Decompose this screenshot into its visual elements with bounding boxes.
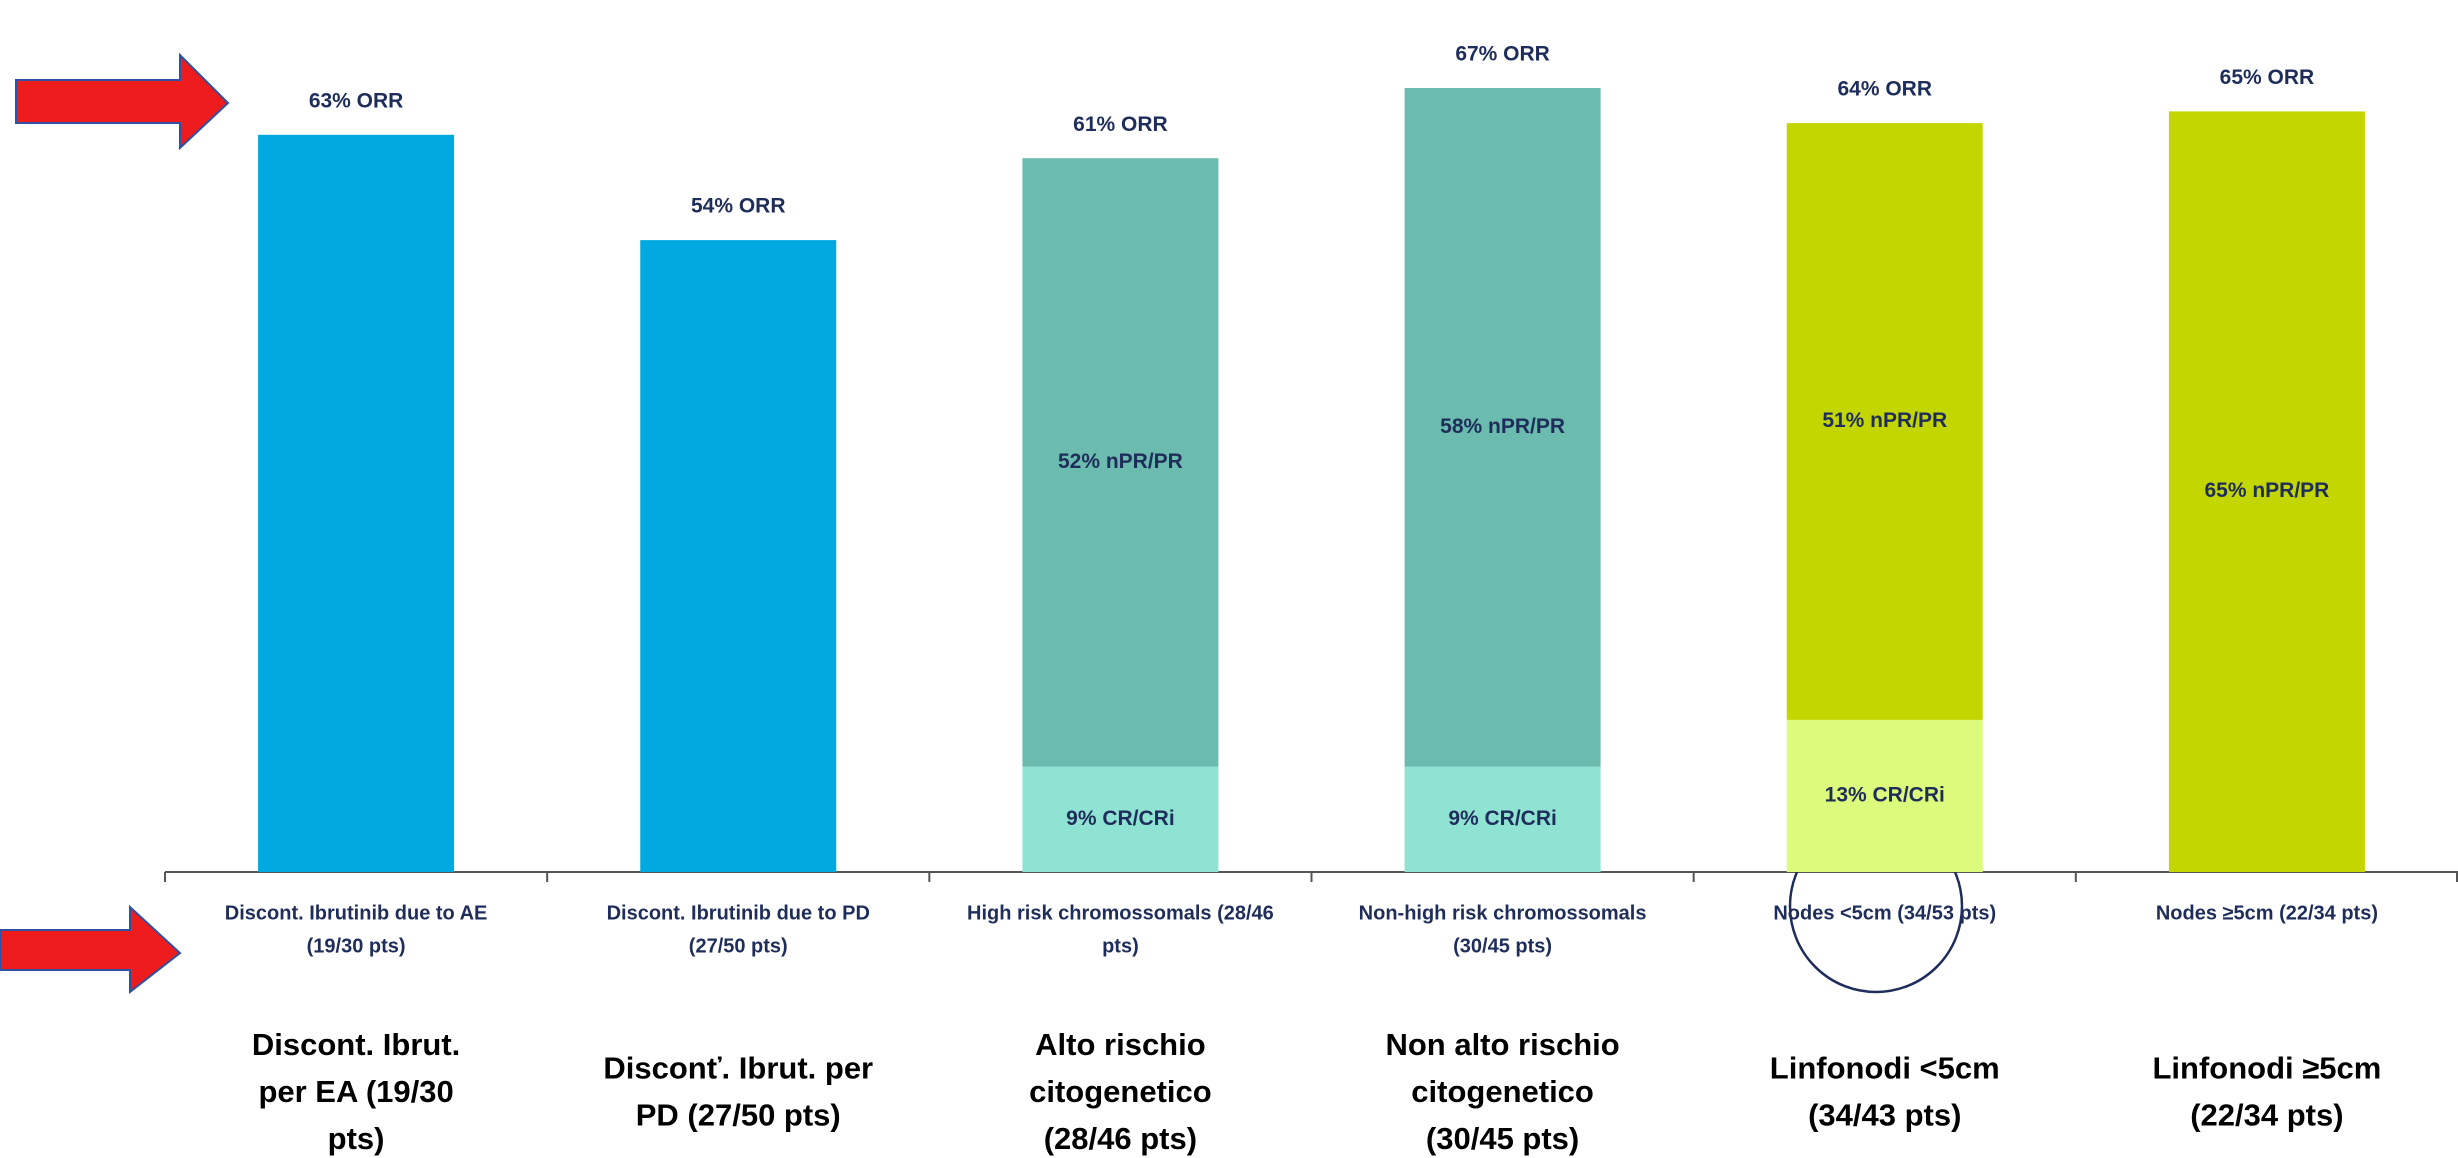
orr-label: 54% ORR [691,195,786,218]
bar-segment [1404,88,1601,767]
translated-label: citogenetico [1029,1074,1212,1109]
bar-segment [1786,719,1983,872]
segment-label: 65% nPR/PR [2204,479,2329,502]
translated-label: pts) [328,1121,385,1156]
bar-segment [1022,158,1219,767]
translated-label: per EA (19/30 [258,1074,453,1109]
segment-label: 52% nPR/PR [1058,450,1183,473]
translated-label: Discont. Ibrut. [252,1027,460,1062]
translated-label: Linfonodi <5cm [1770,1051,2000,1086]
x-tick-label: (19/30 pts) [307,935,406,957]
bar-segment [1404,766,1601,872]
segment-label: 58% nPR/PR [1440,415,1565,438]
bar [640,240,837,873]
x-tick-label: Nodes <5cm (34/53 pts) [1773,902,1996,924]
translated-label: citogenetico [1411,1074,1594,1109]
translated-label: Disconť. Ibrut. per [603,1051,873,1086]
x-tick-label: pts) [1102,935,1139,957]
x-tick-label: Discont. Ibrutinib due to PD [607,902,870,924]
translated-label: (34/43 pts) [1808,1098,1961,1133]
translated-label: (28/46 pts) [1044,1121,1197,1156]
translated-label: (30/45 pts) [1426,1121,1579,1156]
x-tick-label: High risk chromossomals (28/46 [967,902,1274,924]
segment-label: 51% nPR/PR [1822,409,1947,432]
bar-segment [1786,123,1983,720]
translated-label: Non alto rischio [1385,1027,1619,1062]
orr-label: 63% ORR [309,89,404,112]
bar-segment [2168,111,2365,873]
x-tick-label: Nodes ≥5cm (22/34 pts) [2156,902,2378,924]
orr-label: 64% ORR [1837,78,1932,101]
x-tick-label: Non-high risk chromossomals [1359,902,1647,924]
translated-label: Alto rischio [1035,1027,1206,1062]
arrow [0,904,182,995]
translated-label: (22/34 pts) [2190,1098,2343,1133]
arrow [15,52,230,151]
segment-label: 9% CR/CRi [1448,807,1557,830]
segment-label: 9% CR/CRi [1066,807,1175,830]
bar-segment [1022,766,1219,872]
bar [258,134,455,872]
orr-label: 61% ORR [1073,113,1168,136]
segment-label: 13% CR/CRi [1825,783,1945,806]
x-tick-label: (27/50 pts) [689,935,788,957]
orr-label: 67% ORR [1455,43,1550,66]
x-tick-label: (30/45 pts) [1453,935,1552,957]
translated-label: PD (27/50 pts) [636,1098,841,1133]
translated-label: Linfonodi ≥5cm [2152,1051,2381,1086]
x-tick-label: Discont. Ibrutinib due to AE [225,902,488,924]
orr-label: 65% ORR [2220,66,2315,89]
